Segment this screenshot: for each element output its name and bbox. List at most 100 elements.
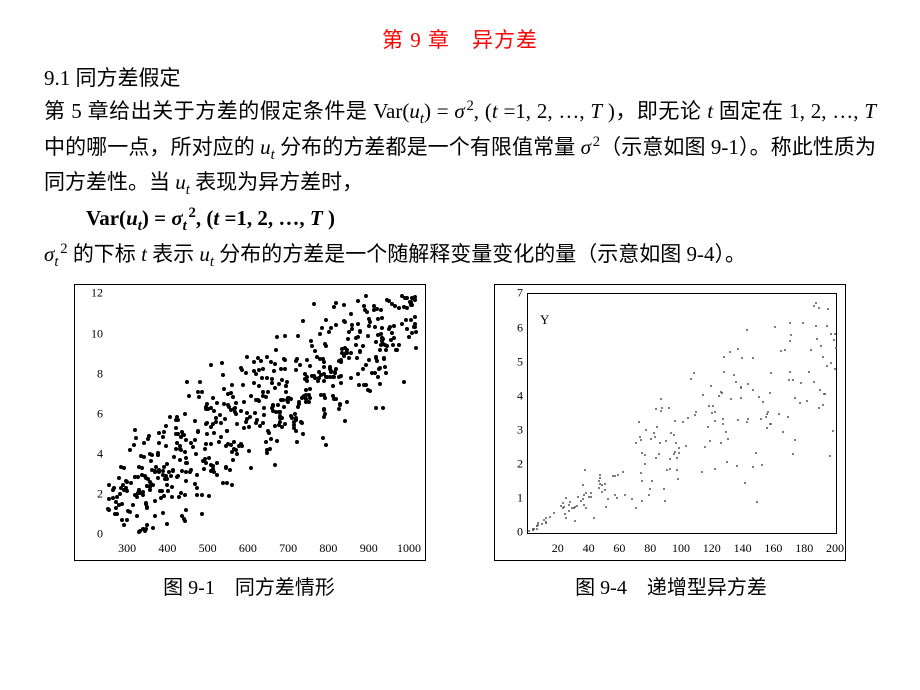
data-point <box>664 500 666 502</box>
data-point <box>294 368 298 372</box>
data-point <box>829 455 831 457</box>
data-point <box>373 371 377 375</box>
data-point <box>635 442 637 444</box>
data-point <box>184 470 188 474</box>
data-point <box>822 404 824 406</box>
data-point <box>405 327 409 331</box>
caption-left: 图 9-1 同方差情形 <box>74 571 424 600</box>
y-tick: 1 <box>495 491 523 506</box>
data-point <box>170 495 174 499</box>
data-point <box>207 456 211 460</box>
data-point <box>275 335 279 339</box>
data-point <box>755 452 757 454</box>
data-point <box>368 389 372 393</box>
data-point <box>114 500 118 504</box>
p1-tvar2: t <box>707 99 713 123</box>
data-point <box>204 442 208 446</box>
data-point <box>710 385 712 387</box>
data-point <box>295 440 299 444</box>
data-point <box>568 510 570 512</box>
data-point <box>142 441 146 445</box>
data-point <box>834 368 836 370</box>
data-point <box>584 469 586 471</box>
data-point <box>707 426 709 428</box>
p1-t5: )，即无论 <box>602 99 707 123</box>
data-point <box>638 421 640 423</box>
data-point <box>247 425 251 429</box>
y-tick: 2 <box>495 457 523 472</box>
eq-sigts: t <box>183 219 187 235</box>
x-tick: 700 <box>279 541 297 556</box>
data-point <box>234 401 238 405</box>
data-point <box>308 387 312 391</box>
data-point <box>107 508 111 512</box>
data-point <box>183 493 187 497</box>
p1-u: u <box>409 99 420 123</box>
data-point <box>226 392 230 396</box>
data-point <box>191 445 195 449</box>
y-tick: 8 <box>75 366 103 381</box>
data-point <box>701 471 703 473</box>
data-point <box>161 435 165 439</box>
data-point <box>690 378 692 380</box>
data-point <box>787 416 789 418</box>
data-point <box>740 387 742 389</box>
data-point <box>685 445 687 447</box>
data-point <box>536 525 538 527</box>
data-point <box>391 343 395 347</box>
data-point <box>400 294 404 298</box>
data-point <box>170 485 174 489</box>
x-tick: 900 <box>360 541 378 556</box>
data-point <box>818 407 820 409</box>
data-point <box>133 475 137 479</box>
data-point <box>125 518 129 522</box>
data-point <box>392 324 396 328</box>
data-point <box>346 337 350 341</box>
data-point <box>645 429 647 431</box>
chart-homoskedastic: 0246810123004005006007008009001000 <box>74 284 426 561</box>
data-point <box>247 449 251 453</box>
data-point <box>835 347 837 349</box>
data-point <box>590 496 592 498</box>
data-point <box>641 480 643 482</box>
data-point <box>244 420 248 424</box>
data-point <box>114 506 118 510</box>
data-point <box>721 392 723 394</box>
data-point <box>709 440 711 442</box>
chart-right-area: Y <box>527 293 837 534</box>
data-point <box>308 364 312 368</box>
eq-r4: ) <box>323 206 335 230</box>
data-point <box>323 396 327 400</box>
data-point <box>366 334 370 338</box>
data-point <box>279 367 283 371</box>
data-point <box>737 348 739 350</box>
p1-T: T <box>590 99 602 123</box>
data-point <box>644 463 646 465</box>
data-point <box>120 518 124 522</box>
data-point <box>752 389 754 391</box>
data-point <box>157 441 161 445</box>
data-point <box>257 384 261 388</box>
x-tick: 80 <box>644 541 656 556</box>
data-point <box>205 432 209 436</box>
data-point <box>270 381 274 385</box>
eq-sig: σ <box>171 206 182 230</box>
data-point <box>332 397 336 401</box>
data-point <box>820 345 822 347</box>
data-point <box>373 325 377 329</box>
data-point <box>607 498 609 500</box>
data-point <box>322 365 326 369</box>
data-point <box>361 344 365 348</box>
data-point <box>214 420 218 424</box>
data-point <box>253 411 257 415</box>
data-point <box>747 418 749 420</box>
data-point <box>139 454 143 458</box>
data-point <box>569 501 571 503</box>
data-point <box>659 442 661 444</box>
data-point <box>265 355 269 359</box>
data-point <box>674 420 676 422</box>
p1-u3: u <box>175 170 186 194</box>
data-point <box>254 372 258 376</box>
data-point <box>218 413 222 417</box>
data-point <box>756 501 758 503</box>
